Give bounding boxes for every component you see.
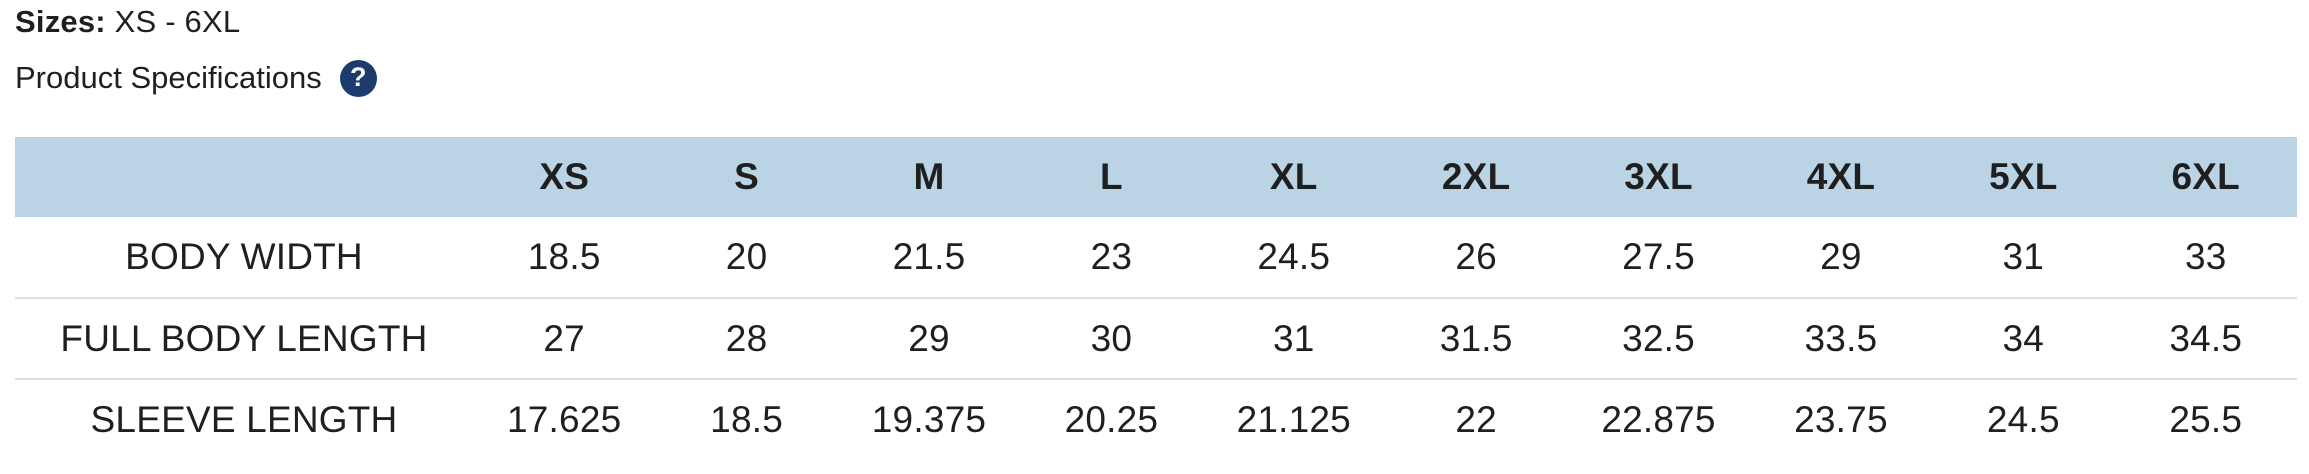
column-header-empty xyxy=(15,137,473,217)
table-cell: 28 xyxy=(725,317,768,359)
table-cell: 23 xyxy=(1090,236,1133,277)
table-cell: 31.5 xyxy=(1439,317,1513,359)
column-header-3xl: 3XL xyxy=(1624,156,1693,197)
sizes-line: Sizes: XS - 6XL xyxy=(15,3,2297,41)
table-cell: 21.5 xyxy=(892,236,966,277)
section-title-row: Product Specifications ? xyxy=(15,57,2297,99)
column-header-xl: XL xyxy=(1269,156,1318,197)
column-header-5xl: 5XL xyxy=(1989,156,2058,197)
table-cell: 25.5 xyxy=(2169,399,2243,440)
table-row-body-width: BODY WIDTH 18.5 20 21.5 23 24.5 26 27.5 … xyxy=(15,217,2297,298)
table-cell: 20.25 xyxy=(1064,399,1159,440)
table-cell: 34.5 xyxy=(2169,317,2243,359)
table-cell: 31 xyxy=(2002,236,2045,277)
table-cell: 18.5 xyxy=(710,399,783,440)
table-cell: 30 xyxy=(1090,317,1133,359)
table-cell: 24.5 xyxy=(1257,236,1331,277)
row-label: SLEEVE LENGTH xyxy=(90,399,398,440)
table-cell: 29 xyxy=(1820,236,1862,277)
table-cell: 26 xyxy=(1455,236,1497,277)
table-cell: 18.5 xyxy=(527,236,601,277)
table-cell: 22 xyxy=(1455,399,1497,440)
table-row-full-body-length: FULL BODY LENGTH 27 28 29 30 31 31.5 32.… xyxy=(15,298,2297,379)
column-header-l: L xyxy=(1099,156,1123,197)
column-header-xs: XS xyxy=(539,156,590,197)
row-label: FULL BODY LENGTH xyxy=(60,317,428,359)
table-cell: 24.5 xyxy=(1986,399,2060,440)
column-header-m: M xyxy=(913,156,945,197)
table-cell: 20 xyxy=(725,236,768,277)
column-header-4xl: 4XL xyxy=(1806,156,1876,197)
table-row-sleeve-length: SLEEVE LENGTH 17.625 18.5 19.375 20.25 2… xyxy=(15,379,2297,460)
table-cell: 33 xyxy=(2184,236,2227,277)
section-title: Product Specifications xyxy=(15,60,322,95)
table-cell: 27 xyxy=(543,317,585,359)
sizes-label: Sizes: xyxy=(15,4,106,39)
table-cell: 22.875 xyxy=(1601,399,1716,440)
table-cell: 29 xyxy=(908,317,950,359)
column-header-s: S xyxy=(734,156,760,197)
table-cell: 23.75 xyxy=(1794,399,1888,440)
table-cell: 34 xyxy=(2002,317,2045,359)
row-label: BODY WIDTH xyxy=(125,236,363,277)
table-cell: 33.5 xyxy=(1804,317,1878,359)
table-cell: 19.375 xyxy=(871,399,987,440)
table-cell: 21.125 xyxy=(1236,399,1351,440)
sizes-value: XS - 6XL xyxy=(114,4,241,39)
table-cell: 31 xyxy=(1272,317,1315,359)
product-spec-section: Sizes: XS - 6XL Product Specifications ?… xyxy=(15,3,2297,460)
table-header-row: XS S M L XL 2XL 3XL 4XL 5XL 6XL xyxy=(15,137,2297,217)
column-header-6xl: 6XL xyxy=(2171,156,2240,197)
table-cell: 27.5 xyxy=(1622,236,1695,277)
table-cell: 17.625 xyxy=(507,399,622,440)
table-cell: 32.5 xyxy=(1622,317,1695,359)
product-specifications-table: XS S M L XL 2XL 3XL 4XL 5XL 6XL BODY WID… xyxy=(15,137,2297,460)
column-header-2xl: 2XL xyxy=(1441,156,1511,197)
help-question-icon[interactable]: ? xyxy=(339,59,377,97)
